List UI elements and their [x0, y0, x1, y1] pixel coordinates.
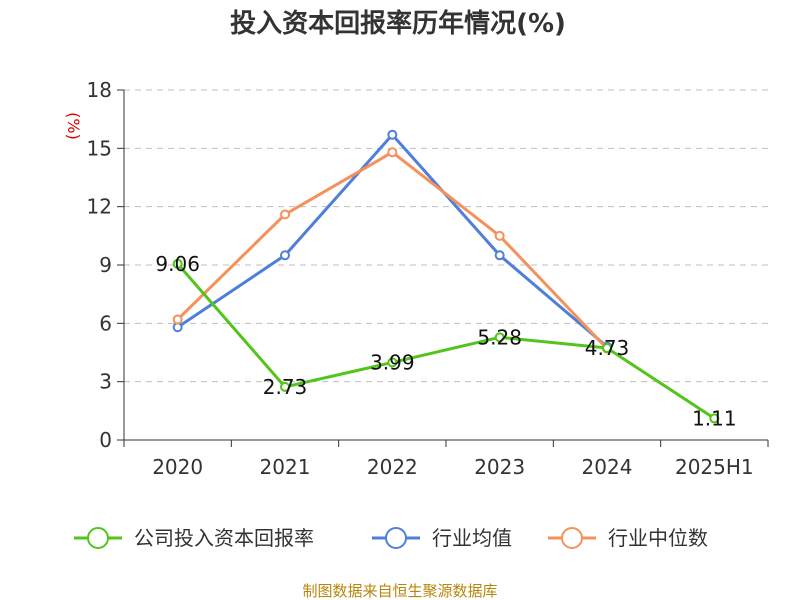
data-point — [494, 250, 505, 261]
x-tick-label: 2020 — [152, 455, 203, 479]
x-tick-label: 2024 — [582, 455, 633, 479]
data-labels: 9.06 2.73 3.99 5.28 4.73 1.11 — [155, 252, 736, 431]
legend-label: 行业均值 — [432, 526, 512, 550]
data-point — [387, 357, 398, 368]
data-point — [709, 413, 720, 424]
x-tick-label: 2022 — [367, 455, 418, 479]
data-point — [172, 314, 183, 325]
series-line — [176, 150, 609, 350]
legend-swatch-marker — [561, 527, 583, 549]
data-point — [172, 258, 183, 269]
data-label: 3.99 — [370, 350, 415, 374]
data-label: 2.73 — [263, 375, 308, 399]
y-tick-label: 18 — [87, 78, 112, 102]
y-tick-label: 6 — [99, 311, 112, 335]
data-label: 4.73 — [585, 336, 630, 360]
gridlines — [124, 89, 768, 383]
data-label: 9.06 — [155, 252, 200, 276]
x-tick-label: 2025H1 — [675, 455, 754, 479]
y-tick-label: 12 — [87, 195, 112, 219]
x-tick-label: 2023 — [474, 455, 525, 479]
data-point — [387, 129, 398, 140]
data-point — [494, 332, 505, 343]
y-tick-label: 9 — [99, 253, 112, 277]
legend-label: 行业中位数 — [608, 526, 708, 550]
data-point — [602, 343, 612, 354]
y-axis-label: (%) — [64, 112, 83, 140]
legend-swatch-marker — [385, 527, 407, 549]
data-point — [280, 209, 290, 220]
data-point — [280, 381, 290, 392]
source-note: 制图数据来自恒生聚源数据库 — [302, 582, 497, 600]
data-label: 5.28 — [477, 325, 522, 349]
chart-title: 投入资本回报率历年情况(%) — [230, 8, 566, 39]
y-tick-label: 0 — [99, 428, 112, 452]
legend: 公司投入资本回报率 行业均值 行业中位数 — [74, 526, 708, 550]
y-tick-label: 3 — [99, 370, 112, 394]
data-point — [387, 147, 398, 158]
series-line — [176, 133, 608, 348]
data-point — [494, 230, 505, 241]
y-tick-label: 15 — [87, 136, 112, 160]
axes: 0 3 6 9 12 15 18 2020 2021 2022 2023 2024 2025H1 — [87, 78, 769, 479]
x-tick-label: 2021 — [260, 455, 311, 479]
series-line — [176, 262, 716, 420]
legend-swatch-marker — [87, 527, 109, 549]
legend-label: 公司投入资本回报率 — [134, 526, 314, 550]
data-point — [280, 250, 290, 261]
data-label: 1.11 — [692, 406, 737, 430]
series-layer — [172, 129, 720, 424]
